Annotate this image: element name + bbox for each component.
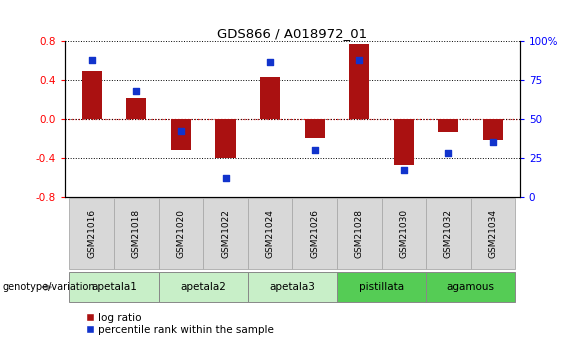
FancyBboxPatch shape (159, 198, 203, 269)
Text: genotype/variation: genotype/variation (3, 282, 95, 292)
Text: GSM21032: GSM21032 (444, 209, 453, 258)
Text: GSM21026: GSM21026 (310, 209, 319, 258)
FancyBboxPatch shape (426, 272, 515, 302)
Title: GDS866 / A018972_01: GDS866 / A018972_01 (218, 27, 367, 40)
FancyBboxPatch shape (203, 198, 248, 269)
FancyBboxPatch shape (114, 198, 159, 269)
Bar (260, 77, 280, 119)
Legend: log ratio, percentile rank within the sample: log ratio, percentile rank within the sa… (81, 309, 278, 339)
Text: apetala2: apetala2 (180, 282, 226, 292)
Bar (305, 119, 325, 138)
FancyBboxPatch shape (159, 272, 248, 302)
FancyBboxPatch shape (471, 198, 515, 269)
Point (221, 175, 230, 181)
Point (399, 167, 408, 173)
Bar (438, 119, 458, 132)
FancyBboxPatch shape (337, 272, 426, 302)
Text: GSM21030: GSM21030 (399, 209, 408, 258)
Text: GSM21034: GSM21034 (489, 209, 498, 258)
FancyBboxPatch shape (426, 198, 471, 269)
Text: GSM21024: GSM21024 (266, 209, 275, 258)
Point (310, 147, 319, 153)
FancyBboxPatch shape (381, 198, 426, 269)
Text: agamous: agamous (447, 282, 495, 292)
Bar (483, 119, 503, 140)
FancyBboxPatch shape (337, 198, 381, 269)
Point (355, 57, 364, 63)
Bar (215, 119, 236, 158)
Text: apetala3: apetala3 (270, 282, 315, 292)
Point (132, 88, 141, 94)
FancyBboxPatch shape (69, 198, 114, 269)
Point (444, 150, 453, 156)
Text: GSM21016: GSM21016 (87, 209, 96, 258)
Point (87, 57, 96, 63)
Text: pistillata: pistillata (359, 282, 404, 292)
FancyBboxPatch shape (248, 272, 337, 302)
Text: GSM21020: GSM21020 (176, 209, 185, 258)
Bar (127, 98, 146, 119)
FancyBboxPatch shape (248, 198, 293, 269)
Text: GSM21018: GSM21018 (132, 209, 141, 258)
Point (176, 129, 185, 134)
Text: GSM21028: GSM21028 (355, 209, 364, 258)
Bar (82, 70, 102, 119)
Text: GSM21022: GSM21022 (221, 209, 230, 258)
Bar (349, 44, 370, 119)
Bar (394, 119, 414, 165)
FancyBboxPatch shape (69, 272, 159, 302)
Text: apetala1: apetala1 (91, 282, 137, 292)
FancyBboxPatch shape (293, 198, 337, 269)
Bar (171, 119, 191, 150)
Point (266, 59, 275, 64)
Point (489, 139, 498, 145)
